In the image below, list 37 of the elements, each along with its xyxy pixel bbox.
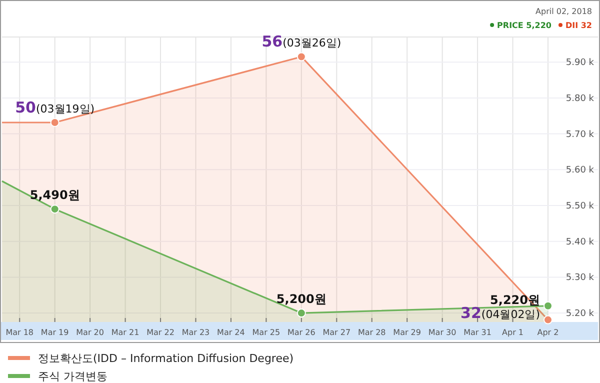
y-tick-label: 5.60 k (566, 166, 595, 176)
x-tick-label: Mar 20 (76, 328, 104, 337)
text: PRICE 5,220 (497, 21, 552, 30)
y-tick-label: 5.20 k (566, 309, 595, 320)
data-label: 56(03월26일) (262, 32, 342, 51)
data-label: 5,490원 (30, 188, 80, 202)
x-tick-label: Mar 26 (288, 328, 316, 337)
x-tick-label: Mar 23 (182, 328, 210, 337)
point (296, 308, 306, 318)
x-tick-label: Mar 22 (146, 328, 174, 337)
data-label: 5,200원 (276, 292, 326, 306)
x-tick-label: Mar 24 (217, 328, 245, 337)
y-tick-label: 5.90 k (566, 58, 595, 68)
point (50, 204, 60, 214)
x-tick-label: Mar 25 (252, 328, 280, 337)
x-tick-label: Mar 29 (393, 328, 422, 337)
y-tick-label: 5.50 k (566, 201, 595, 212)
x-tick-label: Mar 28 (358, 328, 386, 337)
x-tick-label: Mar 18 (6, 328, 34, 337)
x-tick-label: Mar 31 (464, 328, 492, 337)
y-tick-label: 5.70 k (566, 130, 595, 140)
data-label: 5,220원 (490, 292, 540, 307)
text: April 02, 2018 (536, 7, 592, 16)
legend-label: 정보확산도(IDD – Information Diffusion Degree) (38, 352, 294, 365)
point (544, 301, 552, 310)
text: DII 32 (565, 21, 592, 30)
x-tick-label: Apr 2 (537, 328, 559, 337)
x-tick-label: Mar 19 (40, 328, 69, 337)
data-label: 50(03월19일) (15, 98, 95, 116)
y-tick-label: 5.80 k (566, 94, 595, 104)
y-tick-label: 5.40 k (566, 237, 595, 248)
x-tick-label: Mar 21 (111, 328, 140, 337)
x-tick-label: Apr 1 (502, 328, 524, 337)
x-tick-label: Mar 27 (322, 328, 351, 337)
x-tick-label: Mar 30 (428, 328, 456, 337)
y-tick-label: 5.30 k (566, 273, 595, 284)
legend-label: 주식 가격변동 (38, 370, 108, 383)
